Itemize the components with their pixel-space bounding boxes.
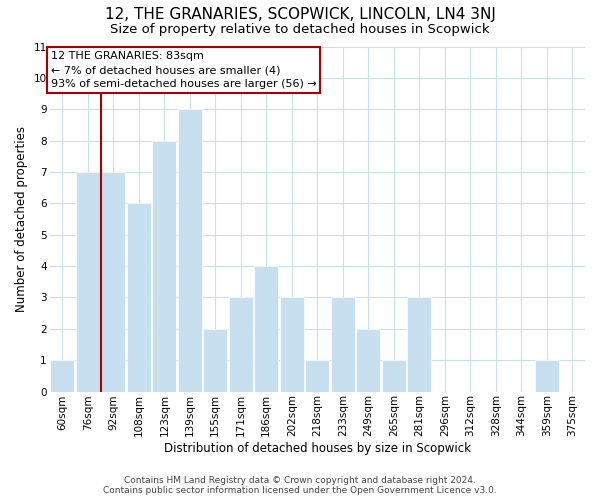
Text: Contains HM Land Registry data © Crown copyright and database right 2024.
Contai: Contains HM Land Registry data © Crown c… — [103, 476, 497, 495]
Bar — [76, 172, 100, 392]
Bar — [305, 360, 329, 392]
X-axis label: Distribution of detached houses by size in Scopwick: Distribution of detached houses by size … — [164, 442, 471, 455]
Bar — [331, 298, 355, 392]
Y-axis label: Number of detached properties: Number of detached properties — [15, 126, 28, 312]
Bar — [356, 329, 380, 392]
Bar — [178, 109, 202, 392]
Text: Size of property relative to detached houses in Scopwick: Size of property relative to detached ho… — [110, 22, 490, 36]
Bar — [152, 140, 176, 392]
Text: 12 THE GRANARIES: 83sqm
← 7% of detached houses are smaller (4)
93% of semi-deta: 12 THE GRANARIES: 83sqm ← 7% of detached… — [51, 51, 317, 89]
Bar — [254, 266, 278, 392]
Bar — [127, 204, 151, 392]
Bar — [280, 298, 304, 392]
Bar — [535, 360, 559, 392]
Bar — [203, 329, 227, 392]
Bar — [382, 360, 406, 392]
Bar — [50, 360, 74, 392]
Bar — [407, 298, 431, 392]
Bar — [229, 298, 253, 392]
Bar — [101, 172, 125, 392]
Text: 12, THE GRANARIES, SCOPWICK, LINCOLN, LN4 3NJ: 12, THE GRANARIES, SCOPWICK, LINCOLN, LN… — [104, 8, 496, 22]
